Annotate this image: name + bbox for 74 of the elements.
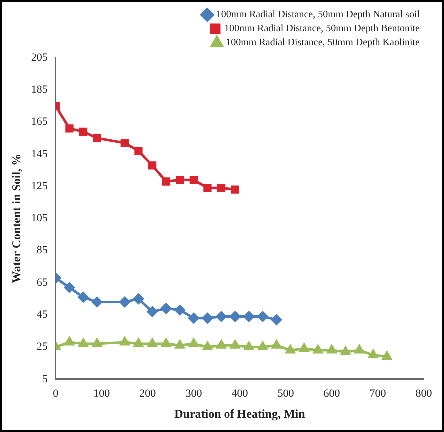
point bbox=[244, 342, 254, 351]
y-tick-label: 205 bbox=[31, 52, 48, 64]
point bbox=[78, 338, 88, 348]
y-tick-label: 45 bbox=[36, 309, 48, 322]
x-tick-label: 300 bbox=[186, 388, 203, 400]
x-tick-label: 500 bbox=[278, 388, 295, 400]
y-tick-label: 125 bbox=[31, 180, 48, 192]
point bbox=[354, 345, 364, 354]
point bbox=[64, 282, 75, 294]
point bbox=[174, 305, 186, 316]
point bbox=[188, 313, 200, 324]
point bbox=[133, 294, 144, 304]
point bbox=[190, 176, 198, 184]
point bbox=[244, 311, 254, 322]
point bbox=[66, 124, 74, 133]
point bbox=[216, 340, 226, 349]
x-tick-label: 0 bbox=[53, 388, 60, 400]
y-tick-label: 145 bbox=[31, 148, 48, 160]
point bbox=[147, 306, 158, 318]
point bbox=[161, 303, 172, 314]
x-tick-label: 400 bbox=[232, 388, 249, 400]
point bbox=[258, 342, 268, 351]
point bbox=[175, 340, 185, 349]
point bbox=[272, 340, 282, 349]
y-tick-label: 185 bbox=[31, 84, 48, 96]
point bbox=[382, 352, 392, 360]
y-tick-label: 5 bbox=[42, 373, 48, 386]
point bbox=[272, 314, 282, 326]
point bbox=[258, 311, 268, 322]
x-axis-title: Duration of Heating, Min bbox=[174, 406, 306, 421]
point bbox=[134, 147, 143, 156]
y-tick-label: 65 bbox=[36, 276, 48, 289]
point bbox=[120, 297, 130, 308]
legend-label: 100mm Radial Distance, 50mm Depth Kaolinite bbox=[226, 38, 421, 49]
point bbox=[189, 338, 199, 348]
x-tick-label: 100 bbox=[94, 388, 111, 400]
point bbox=[368, 350, 378, 359]
point bbox=[217, 184, 226, 192]
point bbox=[148, 338, 158, 348]
point bbox=[230, 311, 241, 322]
y-tick-label: 105 bbox=[31, 212, 48, 225]
point bbox=[230, 340, 240, 349]
legend-label: 100mm Radial Distance, 50mm Depth Natural soil bbox=[216, 10, 420, 21]
point bbox=[134, 338, 144, 348]
point bbox=[92, 297, 103, 308]
point bbox=[300, 344, 310, 352]
point bbox=[120, 139, 129, 148]
point bbox=[79, 128, 88, 136]
point bbox=[148, 162, 157, 170]
point bbox=[64, 337, 74, 346]
legend-label: 100mm Radial Distance, 50mm Depth Bentonite bbox=[224, 24, 421, 35]
x-tick-label: 700 bbox=[370, 388, 387, 400]
x-tick-label: 200 bbox=[140, 388, 157, 400]
x-tick-label: 800 bbox=[416, 388, 433, 400]
point bbox=[231, 186, 240, 194]
point bbox=[216, 311, 227, 322]
point bbox=[120, 337, 130, 346]
point bbox=[176, 176, 184, 184]
y-tick-label: 25 bbox=[36, 341, 48, 354]
point bbox=[202, 313, 213, 324]
x-tick-label: 600 bbox=[324, 388, 341, 400]
point bbox=[341, 346, 350, 356]
point bbox=[204, 184, 212, 192]
y-tick-label: 165 bbox=[31, 116, 48, 128]
point bbox=[93, 134, 102, 142]
point bbox=[162, 178, 170, 186]
point bbox=[327, 345, 337, 354]
point bbox=[313, 345, 323, 354]
point bbox=[286, 345, 296, 354]
point bbox=[78, 292, 89, 303]
y-tick-label: 85 bbox=[36, 244, 48, 257]
y-axis-title: Water Content in Soil, % bbox=[9, 154, 24, 284]
point bbox=[162, 338, 172, 348]
point bbox=[92, 338, 102, 348]
